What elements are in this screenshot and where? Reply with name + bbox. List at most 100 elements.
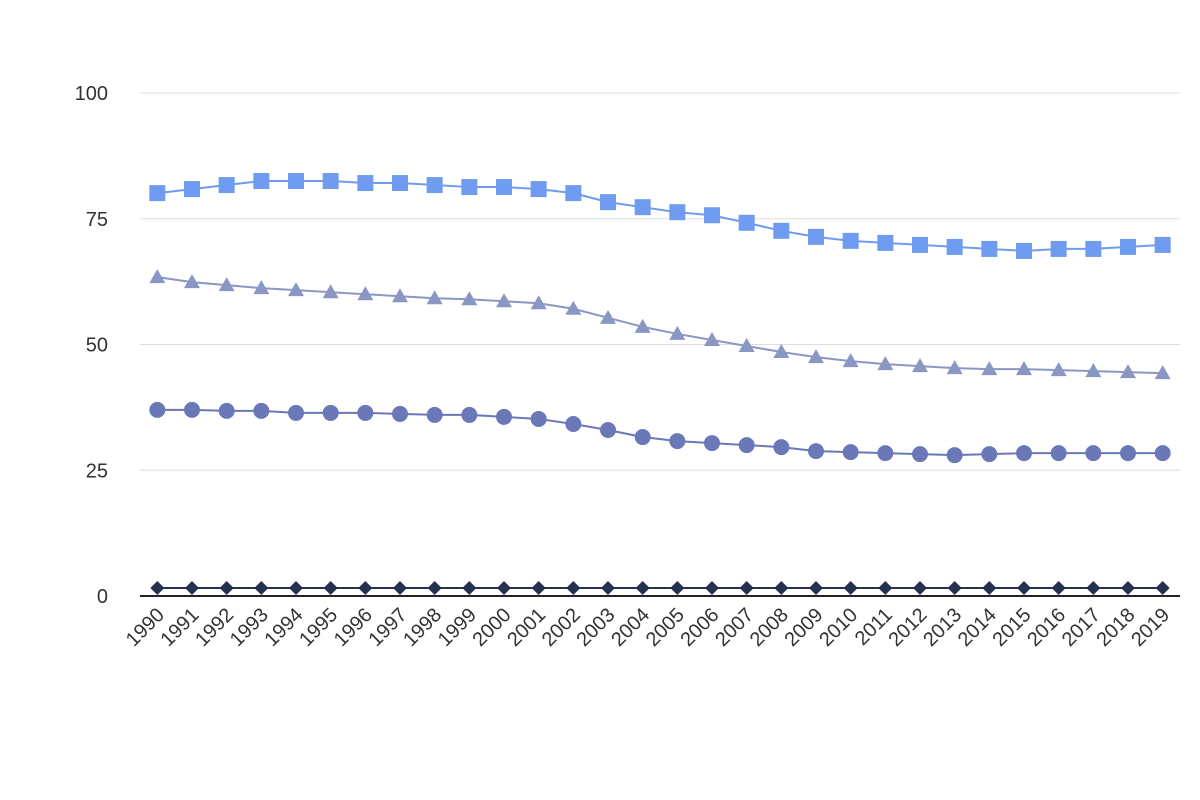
marker — [739, 580, 754, 595]
marker — [808, 228, 824, 245]
x-tick-label: 1993 — [226, 604, 273, 651]
marker — [357, 404, 374, 421]
marker — [738, 214, 755, 231]
marker — [808, 349, 824, 364]
marker — [600, 309, 616, 324]
marker — [219, 580, 234, 595]
marker — [253, 173, 270, 190]
x-tick-label: 1997 — [365, 604, 412, 651]
x-tick-label: 1990 — [122, 604, 169, 651]
marker — [1016, 445, 1032, 462]
marker — [843, 580, 858, 595]
marker — [738, 437, 755, 454]
marker — [773, 222, 790, 239]
x-tick-label: 2006 — [677, 604, 724, 651]
x-tick-label: 2004 — [607, 604, 654, 651]
marker — [670, 580, 685, 595]
marker — [461, 291, 478, 306]
marker — [393, 580, 407, 595]
x-tick-label: 2010 — [815, 604, 862, 651]
marker — [496, 293, 512, 308]
marker — [392, 288, 408, 303]
marker — [1050, 445, 1067, 462]
marker — [1120, 238, 1136, 255]
marker — [565, 300, 582, 315]
marker — [530, 295, 547, 310]
marker — [461, 179, 478, 196]
x-tick-label: 1992 — [191, 604, 238, 651]
y-tick-label: 25 — [86, 460, 108, 482]
marker — [1154, 236, 1171, 253]
x-tick-label: 2003 — [573, 604, 620, 651]
marker — [288, 404, 304, 421]
marker — [600, 422, 616, 439]
marker — [149, 185, 166, 202]
x-tick-label: 2011 — [851, 604, 897, 650]
marker — [426, 290, 443, 305]
marker — [635, 580, 650, 595]
marker — [982, 580, 997, 595]
x-tick-label: 2001 — [503, 604, 550, 651]
marker — [774, 580, 789, 595]
marker — [704, 435, 720, 452]
x-tick-label: 1999 — [434, 604, 481, 651]
marker — [322, 284, 339, 299]
marker — [253, 402, 270, 419]
series-line — [157, 408, 1163, 457]
marker — [358, 580, 373, 595]
marker — [461, 406, 478, 423]
y-tick-label: 100 — [75, 83, 108, 105]
marker — [289, 580, 303, 595]
marker — [462, 580, 477, 595]
x-tick-label: 2017 — [1058, 604, 1105, 651]
marker — [842, 444, 859, 461]
marker — [426, 177, 443, 194]
x-tick-label: 2014 — [954, 604, 1001, 651]
marker — [531, 580, 546, 595]
marker — [426, 406, 443, 423]
marker — [877, 356, 894, 371]
marker — [496, 408, 512, 425]
marker — [946, 360, 963, 375]
x-tick-label: 2015 — [989, 604, 1036, 651]
marker — [1017, 580, 1031, 595]
series-line — [157, 180, 1163, 252]
x-tick-label: 1996 — [330, 604, 377, 651]
marker — [773, 344, 790, 359]
marker — [669, 325, 686, 340]
marker — [878, 580, 893, 595]
marker — [566, 580, 581, 595]
marker — [738, 338, 755, 353]
marker — [669, 204, 686, 221]
x-tick-label: 2012 — [885, 604, 932, 651]
marker — [946, 447, 963, 464]
marker — [254, 580, 269, 595]
y-tick-label: 0 — [97, 586, 108, 608]
marker — [149, 401, 166, 418]
marker — [1154, 445, 1171, 462]
marker — [634, 199, 651, 216]
marker — [530, 181, 547, 198]
marker — [218, 402, 235, 419]
x-tick-label: 1998 — [399, 604, 446, 651]
marker — [912, 358, 928, 373]
x-tick-label: 2018 — [1093, 604, 1140, 651]
x-tick-label: 2013 — [919, 604, 966, 651]
marker — [981, 240, 998, 257]
marker — [842, 353, 859, 368]
x-tick-label: 2005 — [642, 604, 689, 651]
marker — [842, 232, 859, 249]
x-tick-label: 2000 — [469, 604, 516, 651]
marker — [913, 580, 927, 595]
marker — [1050, 240, 1067, 257]
marker — [184, 181, 200, 198]
marker — [497, 580, 511, 595]
marker — [808, 443, 824, 460]
marker — [185, 580, 199, 595]
marker — [877, 445, 894, 462]
marker — [1155, 580, 1170, 595]
marker — [1016, 242, 1032, 259]
x-tick-label: 1991 — [157, 604, 204, 651]
marker — [981, 361, 998, 376]
